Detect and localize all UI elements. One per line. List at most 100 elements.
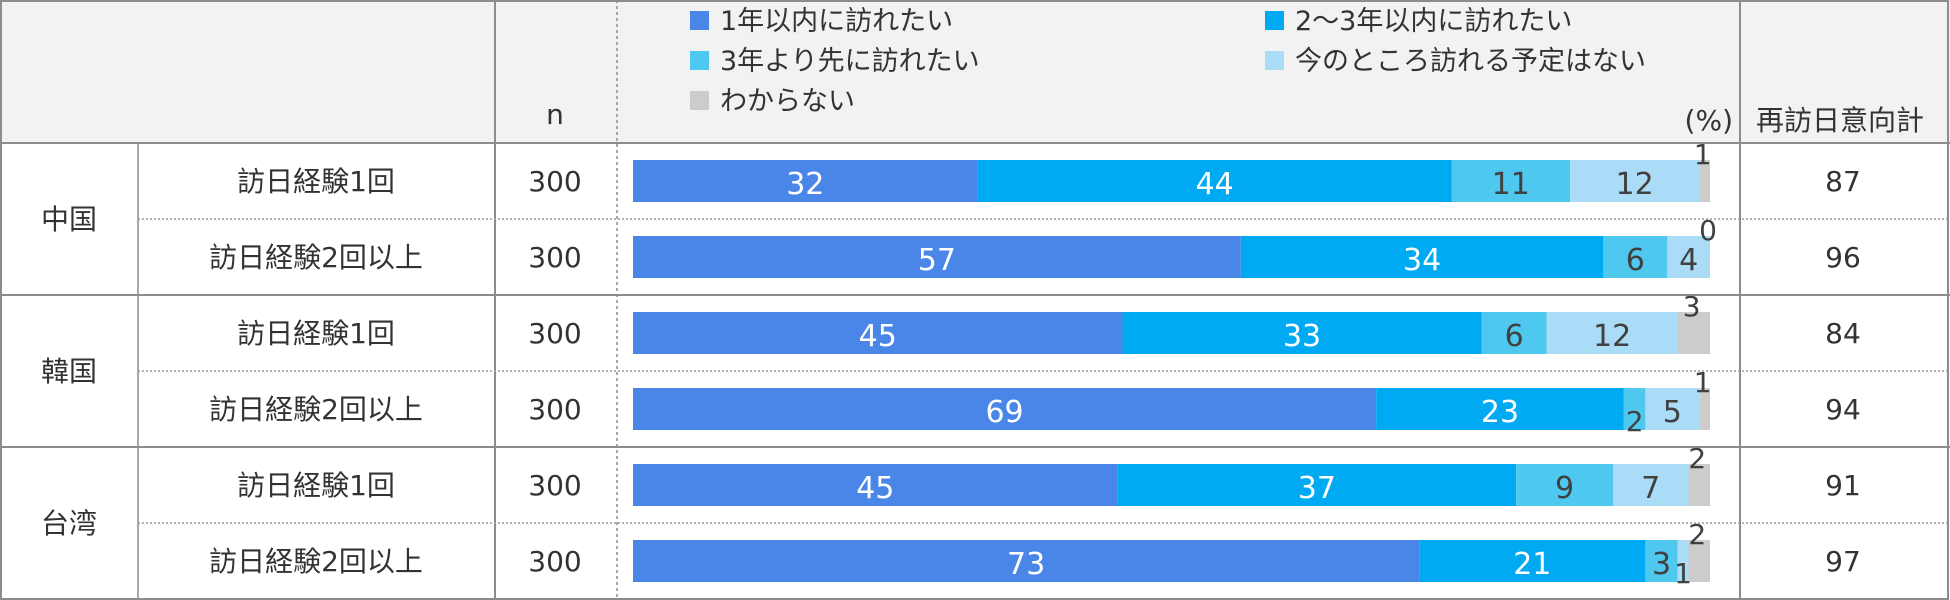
- legend-swatch: [1265, 11, 1284, 30]
- bar-segment: [1376, 388, 1624, 430]
- bar-value-label: 12: [1593, 319, 1631, 354]
- bar-segment: [1688, 540, 1710, 582]
- legend-swatch: [690, 51, 709, 70]
- bar-value-label: 3: [1683, 290, 1701, 323]
- category-label: 訪日経験1回: [237, 469, 395, 502]
- bar-segment: [1667, 236, 1710, 278]
- bar-value-label: 73: [1007, 547, 1045, 582]
- category-label: 訪日経験1回: [237, 165, 395, 198]
- bar-value-label: 5: [1663, 395, 1682, 430]
- bar-segment: [633, 540, 1420, 582]
- bar-value-label: 2: [1688, 442, 1706, 475]
- bar-segment: [1603, 236, 1668, 278]
- bar-segment: [1688, 464, 1710, 506]
- legend-swatch: [1265, 51, 1284, 70]
- bar-value-label: 1: [1694, 366, 1712, 399]
- n-value: 300: [528, 317, 581, 350]
- legend-label: わからない: [720, 86, 855, 117]
- bar-segment: [1613, 464, 1689, 506]
- revisit-total-value: 96: [1825, 241, 1861, 274]
- n-value: 300: [528, 165, 581, 198]
- group-label: 台湾: [41, 507, 97, 540]
- bar-segment: [1481, 312, 1547, 354]
- legend: 1年以内に訪れたい 2～3年以内に訪れたい 3年より先に訪れたい 今のところ訪れる予定…: [690, 6, 1646, 117]
- revisit-total-value: 94: [1825, 393, 1861, 426]
- revisit-column-header: 再訪日意向計: [1756, 104, 1924, 137]
- legend-label: 2～3年以内に訪れたい: [1295, 6, 1572, 37]
- bar-value-label: 12: [1616, 167, 1654, 202]
- bar-segment: [1677, 540, 1689, 582]
- category-label: 訪日経験2回以上: [209, 241, 423, 274]
- revisit-total-value: 87: [1825, 165, 1861, 198]
- bar-segment: [1645, 540, 1678, 582]
- bar-value-label: 33: [1283, 319, 1321, 354]
- n-value: 300: [528, 393, 581, 426]
- bar-segment: [1451, 160, 1570, 202]
- bar-value-label: 7: [1641, 471, 1660, 506]
- category-label: 訪日経験2回以上: [209, 545, 423, 578]
- bar-value-label: 9: [1555, 471, 1574, 506]
- bar-segment: [633, 160, 978, 202]
- legend-label: 1年以内に訪れたい: [720, 6, 953, 37]
- bar-segment: [977, 160, 1452, 202]
- bar-value-label: 2: [1688, 518, 1706, 551]
- legend-label: 3年より先に訪れたい: [720, 46, 980, 77]
- bar-value-label: 2: [1626, 405, 1644, 438]
- bar-value-label: 23: [1481, 395, 1519, 430]
- bar-segment: [633, 312, 1123, 354]
- bar-value-label: 45: [856, 471, 894, 506]
- bar-segment: [1516, 464, 1614, 506]
- bar-segment: [1419, 540, 1646, 582]
- revisit-total-value: 84: [1825, 317, 1861, 350]
- category-label: 訪日経験2回以上: [209, 393, 423, 426]
- bar-segment: [1623, 388, 1646, 430]
- bar-value-label: 45: [859, 319, 897, 354]
- bar-segment: [1699, 160, 1710, 202]
- bar-segment: [633, 388, 1377, 430]
- bar-value-label: 44: [1195, 167, 1233, 202]
- bar-value-label: 57: [918, 243, 956, 278]
- bar-segment: [633, 464, 1118, 506]
- bar-segment: [1569, 160, 1700, 202]
- category-label: 訪日経験1回: [237, 317, 395, 350]
- n-value: 300: [528, 545, 581, 578]
- bar-segment: [1240, 236, 1604, 278]
- bar-segment: [1546, 312, 1678, 354]
- bar-value-label: 3: [1652, 547, 1671, 582]
- bar-segment: [1122, 312, 1482, 354]
- bar-segment: [633, 236, 1241, 278]
- bar-value-label: 21: [1513, 547, 1551, 582]
- bar-segment: [1677, 312, 1710, 354]
- n-column-header: n: [546, 98, 564, 131]
- legend-swatch: [690, 11, 709, 30]
- n-value: 300: [528, 241, 581, 274]
- bar-value-label: 4: [1679, 243, 1698, 278]
- header-background: [0, 0, 1950, 143]
- bar-value-label: 0: [1699, 214, 1717, 247]
- unit-label: (%): [1685, 104, 1733, 137]
- bar-segment: [1117, 464, 1517, 506]
- bar-value-label: 1: [1694, 138, 1712, 171]
- bar-value-label: 6: [1505, 319, 1524, 354]
- bar-value-label: 6: [1626, 243, 1645, 278]
- group-label: 韓国: [41, 355, 97, 388]
- legend-label: 今のところ訪れる予定はない: [1295, 46, 1646, 77]
- revisit-total-value: 97: [1825, 545, 1861, 578]
- bar-value-label: 34: [1403, 243, 1441, 278]
- bar-value-label: 37: [1298, 471, 1336, 506]
- legend-swatch: [690, 91, 709, 110]
- revisit-total-value: 91: [1825, 469, 1861, 502]
- bar-value-label: 32: [786, 167, 824, 202]
- bar-value-label: 1: [1674, 557, 1692, 590]
- bar-value-label: 11: [1492, 167, 1530, 202]
- bar-value-label: 69: [985, 395, 1023, 430]
- bar-segment: [1645, 388, 1700, 430]
- group-label: 中国: [41, 203, 97, 236]
- n-value: 300: [528, 469, 581, 502]
- bar-segment: [1699, 388, 1710, 430]
